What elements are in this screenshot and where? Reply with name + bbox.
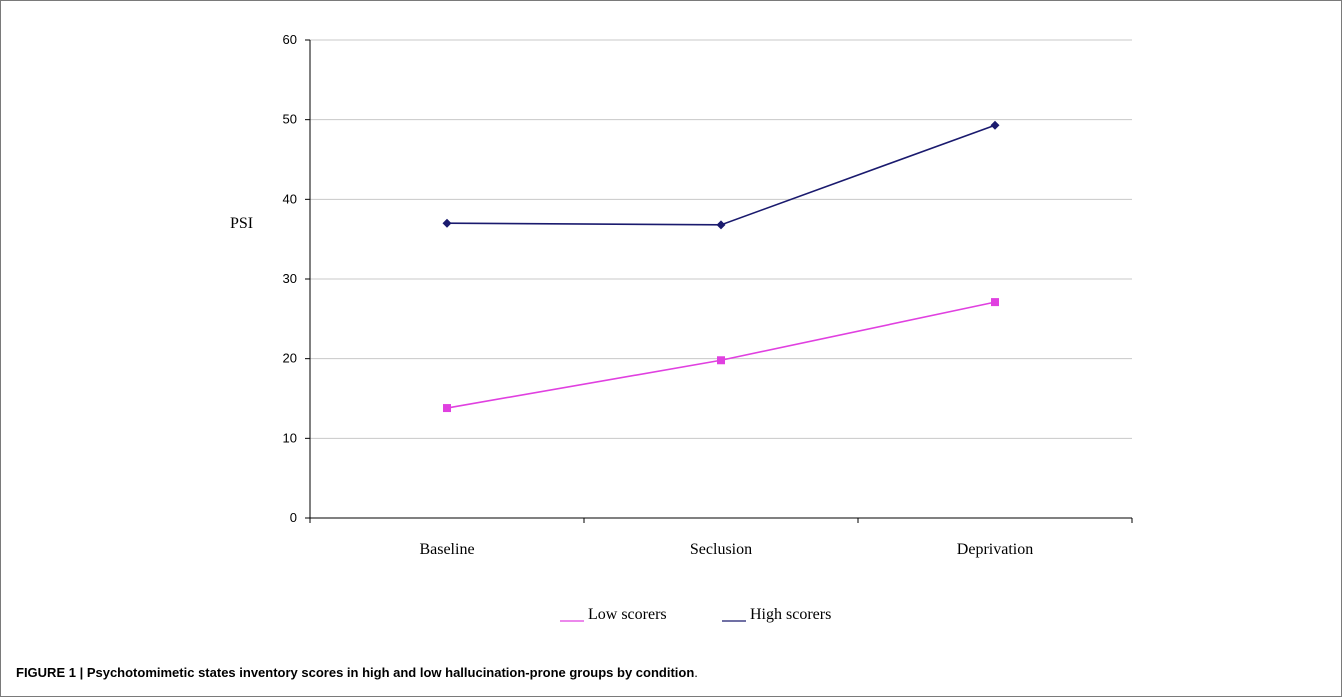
series <box>442 120 1000 413</box>
axes <box>305 39 1133 523</box>
y-tick-label: 50 <box>283 112 297 127</box>
x-tick-label: Deprivation <box>957 541 1033 558</box>
legend-label: Low scorers <box>588 606 667 623</box>
x-tick-label: Baseline <box>419 541 474 558</box>
y-tick-label: 40 <box>283 191 297 206</box>
data-point-marker <box>442 218 452 228</box>
y-tick-label: 60 <box>283 32 297 47</box>
caption-label: FIGURE 1 | Psychotomimetic states invent… <box>16 665 695 680</box>
y-tick-label: 30 <box>283 271 297 286</box>
data-point-marker <box>716 220 726 230</box>
x-tick-label: Seclusion <box>690 541 752 558</box>
figure-caption: FIGURE 1 | Psychotomimetic states invent… <box>16 665 698 680</box>
data-point-marker <box>443 404 451 413</box>
y-tick-label: 10 <box>283 430 297 445</box>
gridlines <box>310 39 1132 439</box>
legend: Low scorers High scorers <box>560 606 831 623</box>
y-tick-label: 20 <box>283 351 297 366</box>
caption-end: . <box>694 665 698 680</box>
y-axis-label: PSI <box>230 215 253 232</box>
y-tick-labels: 0 10 20 30 40 50 60 <box>283 32 297 525</box>
data-point-marker <box>991 298 999 307</box>
legend-label: High scorers <box>750 606 831 623</box>
line-chart: 0 10 20 30 40 50 60 Baseline Seclusion Deprivati… <box>230 32 1133 623</box>
data-point-marker <box>717 356 725 365</box>
series-line <box>446 124 996 226</box>
series-line <box>446 301 996 409</box>
data-point-marker <box>990 120 1000 130</box>
x-tick-labels: Baseline Seclusion Deprivation <box>419 541 1033 558</box>
y-tick-label: 0 <box>290 510 297 525</box>
